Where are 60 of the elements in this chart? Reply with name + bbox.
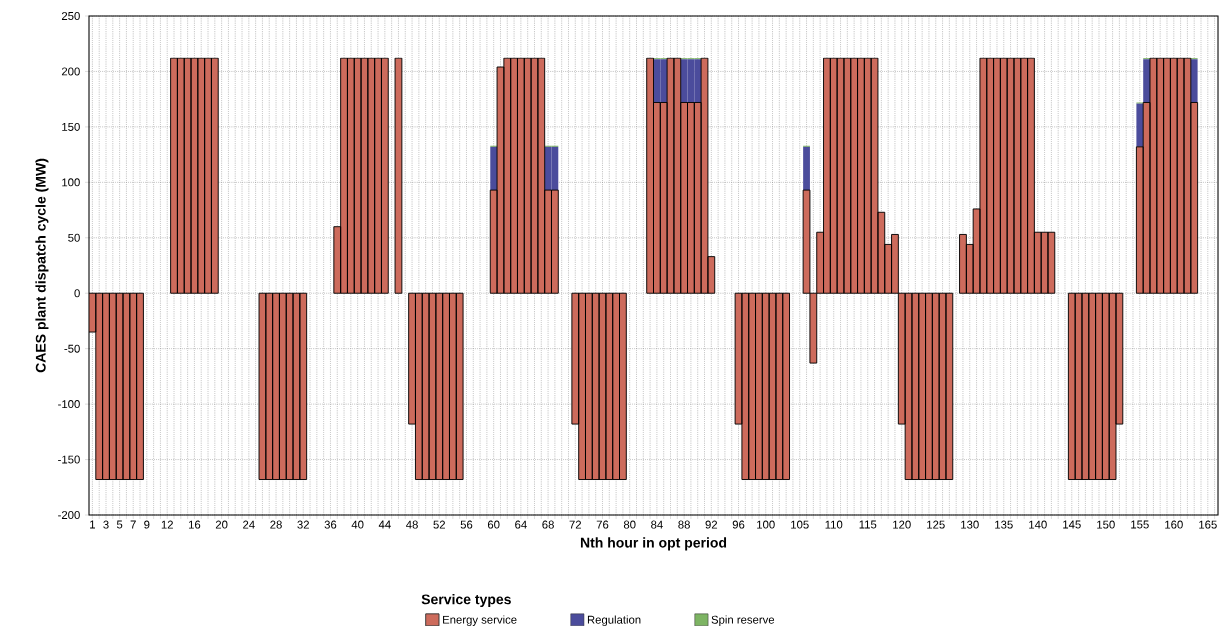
bar <box>1190 59 1198 103</box>
x-tick-label: 3 <box>103 520 109 529</box>
x-tick-label: 9 <box>144 520 150 529</box>
y-tick-label: -100 <box>58 400 80 409</box>
y-tick-label: 150 <box>62 122 80 131</box>
x-tick-label: 7 <box>130 520 136 529</box>
x-tick-label: 72 <box>569 520 582 529</box>
x-tick-label: 120 <box>893 520 911 529</box>
x-tick-label: 12 <box>161 520 173 529</box>
x-tick-label: 20 <box>215 520 228 529</box>
x-tick-label: 16 <box>188 520 201 529</box>
x-tick-label: 80 <box>623 520 636 529</box>
x-tick-label: 125 <box>927 520 945 529</box>
x-tick-label: 96 <box>732 520 745 529</box>
bar <box>803 146 810 191</box>
legend-label: Regulation <box>587 615 641 626</box>
y-tick-label: 100 <box>62 178 80 187</box>
x-tick-label: 110 <box>825 520 843 529</box>
y-tick-label: 250 <box>61 12 80 21</box>
legend-title: Service types <box>421 594 511 608</box>
x-tick-label: 84 <box>651 520 663 529</box>
x-tick-label: 5 <box>116 520 123 529</box>
x-tick-label: 105 <box>791 520 809 529</box>
x-axis-title: Nth hour in opt period <box>580 537 727 551</box>
legend-label: Energy service <box>443 615 517 626</box>
x-tick-label: 52 <box>433 520 445 529</box>
x-tick-label: 24 <box>243 520 255 529</box>
x-tick-label: 28 <box>270 520 282 529</box>
x-tick-label: 165 <box>1199 520 1217 529</box>
y-tick-label: -150 <box>58 455 80 464</box>
x-tick-label: 76 <box>596 520 609 529</box>
x-tick-label: 1 <box>90 520 95 529</box>
x-tick-label: 88 <box>678 520 690 529</box>
y-axis-title: CAES plant dispatch cycle (MW) <box>35 158 49 373</box>
y-tick-label: -50 <box>64 344 80 353</box>
x-tick-label: 56 <box>460 520 473 529</box>
y-tick-label: 50 <box>68 233 80 242</box>
x-tick-label: 160 <box>1165 520 1183 529</box>
x-tick-label: 60 <box>487 520 500 529</box>
x-tick-label: 64 <box>515 520 527 529</box>
x-tick-label: 145 <box>1063 520 1081 529</box>
x-tick-label: 155 <box>1131 520 1149 529</box>
x-tick-label: 32 <box>297 520 309 529</box>
y-tick-label: 200 <box>61 67 80 76</box>
x-tick-label: 48 <box>406 520 418 529</box>
x-tick-label: 68 <box>542 520 554 529</box>
y-tick-label: 0 <box>74 289 80 298</box>
legend-label: Spin reserve <box>711 615 775 626</box>
bar <box>1136 103 1144 147</box>
x-tick-label: 100 <box>757 520 775 529</box>
x-tick-label: 92 <box>705 520 718 529</box>
x-tick-label: 40 <box>351 520 364 529</box>
x-tick-label: 150 <box>1097 520 1115 529</box>
x-tick-label: 140 <box>1029 520 1047 529</box>
x-tick-label: 115 <box>859 520 877 529</box>
x-tick-label: 44 <box>378 520 391 529</box>
x-tick-label: 135 <box>995 520 1013 529</box>
y-tick-label: -200 <box>58 511 80 520</box>
x-tick-label: 130 <box>961 520 979 529</box>
x-tick-label: 36 <box>324 520 337 529</box>
